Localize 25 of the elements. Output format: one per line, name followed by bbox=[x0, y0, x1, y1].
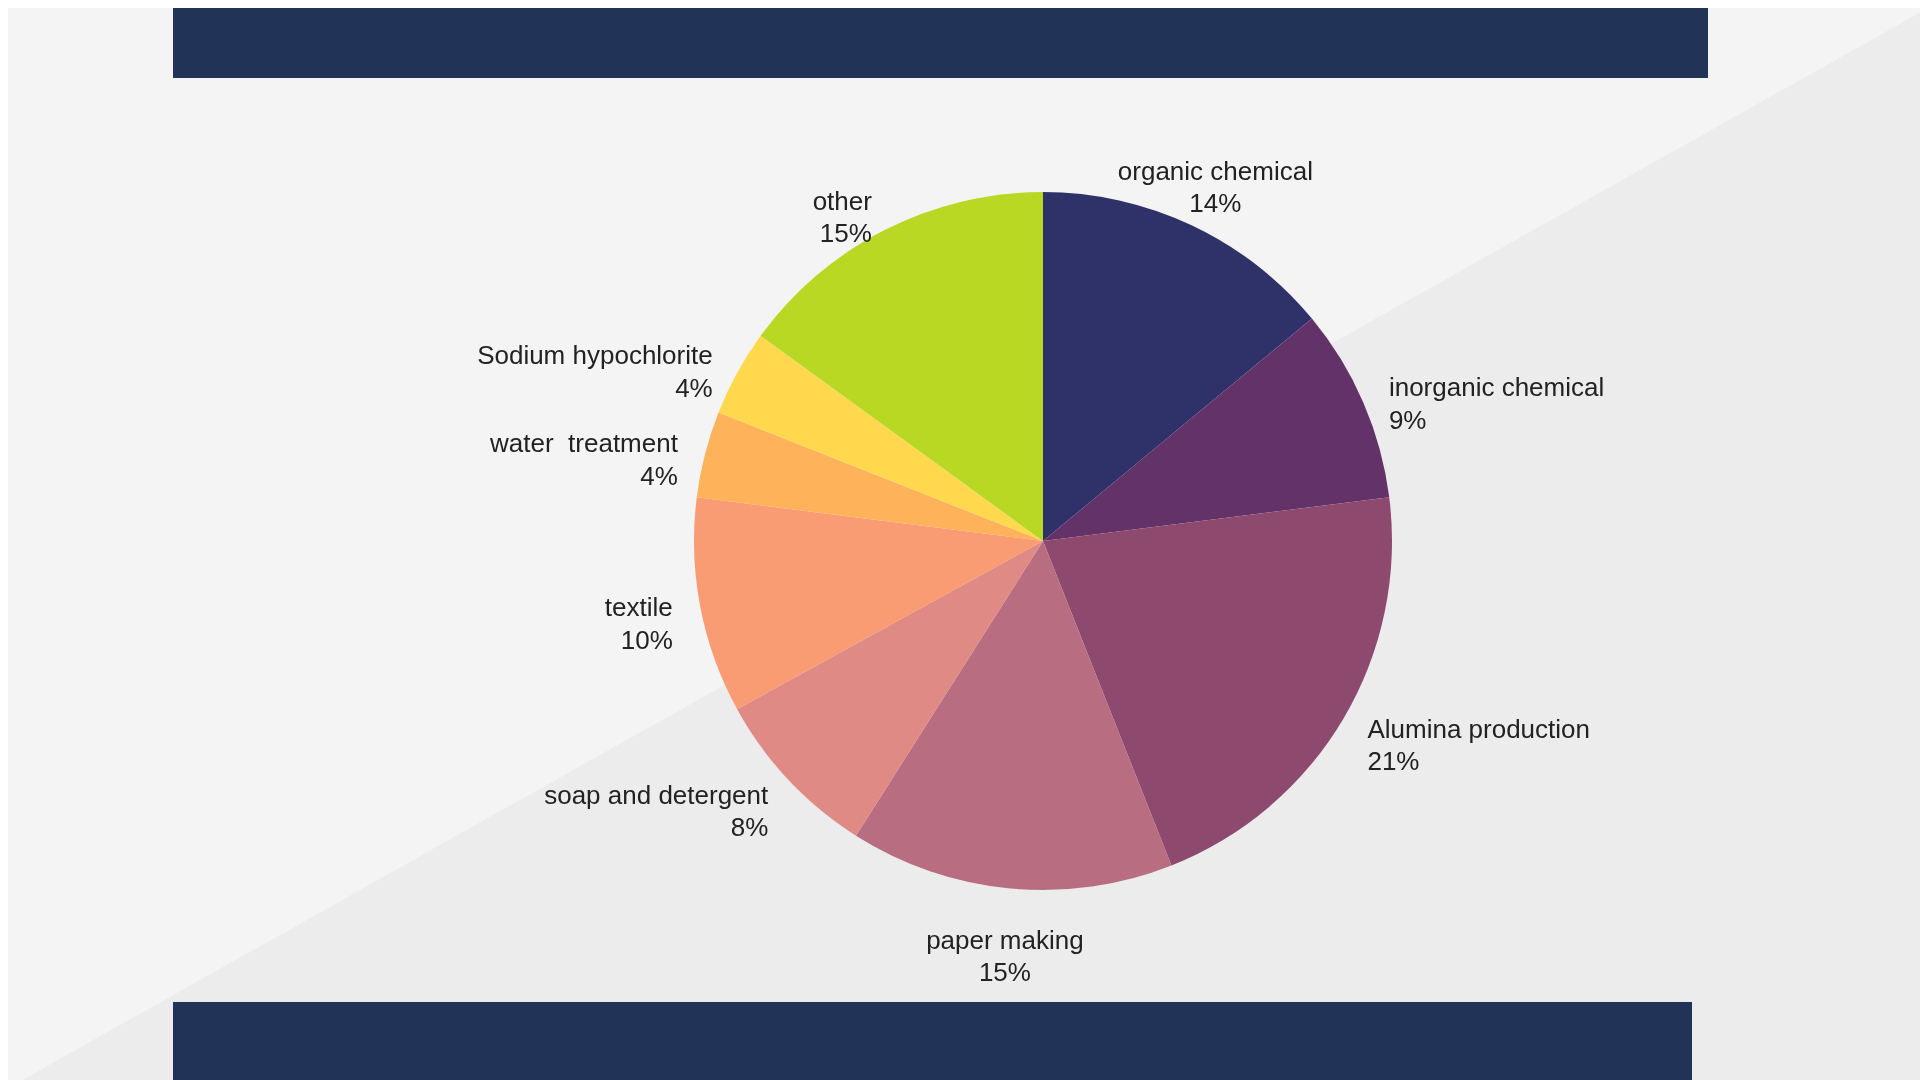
data-label: 15% bbox=[819, 218, 872, 249]
slice-label: inorganic chemical bbox=[1388, 372, 1605, 403]
data-label: 15% bbox=[978, 957, 1031, 988]
data-label: 9% bbox=[1388, 404, 1427, 435]
slice-label: Sodium hypochlorite bbox=[477, 340, 713, 371]
pie-slice bbox=[1043, 192, 1312, 541]
data-label: 21% bbox=[1367, 746, 1420, 777]
pie-slice bbox=[718, 335, 1043, 541]
slice-label: other bbox=[812, 185, 873, 216]
pie-slice bbox=[1043, 318, 1390, 541]
data-label: 10% bbox=[620, 624, 673, 655]
slice-label: paper making bbox=[926, 924, 1084, 955]
data-label: 14% bbox=[1189, 187, 1242, 218]
slice-label: soap and detergent bbox=[544, 779, 770, 810]
slice-label: organic chemical bbox=[1117, 155, 1313, 186]
pie-slice bbox=[856, 541, 1172, 890]
data-label: 4% bbox=[640, 460, 678, 491]
pie-slice bbox=[694, 497, 1043, 710]
pie-slice bbox=[760, 192, 1043, 541]
data-label: 4% bbox=[675, 372, 713, 403]
data-label: 8% bbox=[730, 812, 769, 843]
slice-label: Alumina production bbox=[1367, 713, 1591, 744]
pie-slice bbox=[696, 412, 1043, 541]
slice-label: textile bbox=[604, 592, 673, 623]
slice-label: water treatment bbox=[489, 428, 679, 459]
